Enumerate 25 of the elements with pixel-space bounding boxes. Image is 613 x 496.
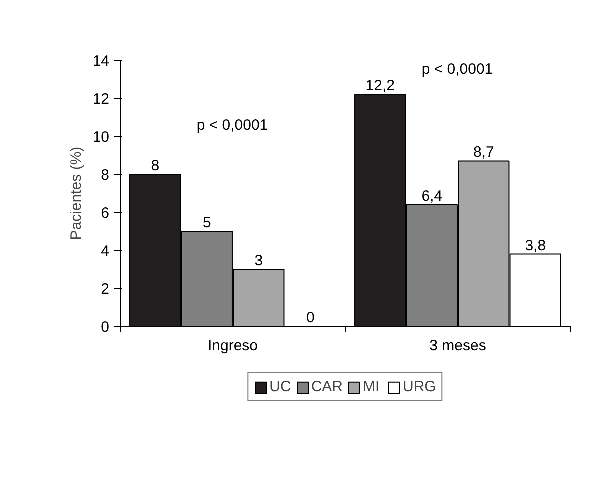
y-tick-label: 14 (92, 53, 110, 70)
y-axis-title: Pacientes (%) (68, 146, 85, 240)
y-tick-label: 6 (101, 205, 110, 222)
y-tick-label: 4 (101, 243, 110, 260)
data-label: 0 (306, 310, 315, 326)
legend-label: UC (270, 378, 292, 396)
data-label: 6,4 (422, 188, 443, 205)
y-tick-label: 0 (101, 319, 110, 336)
legend-label: URG (403, 378, 436, 396)
data-label: 3 (254, 252, 264, 270)
data-label: 12,2 (366, 78, 395, 95)
annotation: p < 0,0001 (196, 117, 268, 134)
annotation: p < 0,0001 (422, 61, 494, 78)
data-label: 5 (202, 214, 212, 232)
y-tick-label: 8 (101, 167, 110, 184)
y-tick-label: 12 (92, 91, 110, 108)
x-tick-label: 3 meses (430, 338, 486, 354)
data-label: 8 (151, 158, 160, 174)
y-tick-label: 10 (92, 129, 110, 146)
legend-label: CAR (311, 378, 343, 396)
data-label: 8,7 (473, 144, 494, 162)
data-label: 3,8 (525, 237, 546, 254)
legend-label: MI (363, 378, 381, 396)
x-tick-label: Ingreso (208, 338, 258, 354)
y-tick-label: 2 (101, 281, 110, 298)
